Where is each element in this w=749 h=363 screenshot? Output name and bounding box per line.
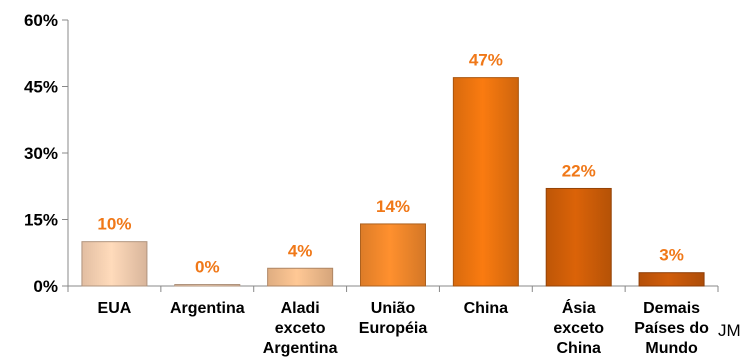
bar [545, 187, 612, 287]
y-tick-label: 45% [24, 78, 58, 97]
data-label: 3% [659, 246, 684, 265]
y-tick-label: 60% [24, 11, 58, 30]
x-tick-label: Argentina [170, 300, 245, 317]
x-tick-label: Aladi exceto Argentina [263, 300, 338, 357]
stray-text: JM [718, 321, 741, 340]
data-label: 22% [562, 161, 596, 180]
bar [267, 267, 334, 287]
x-tick-label: EUA [98, 300, 132, 317]
y-axis-ticks: 0% 15% 30% 45% 60% [24, 11, 68, 296]
data-label: 10% [97, 215, 131, 234]
x-tick-label: União Européia [359, 300, 428, 337]
data-label: 0% [195, 258, 220, 277]
x-axis-labels: EUA Argentina Aladi exceto Argentina União Eur… [98, 298, 710, 357]
y-tick-label: 15% [24, 211, 58, 230]
bar [638, 272, 705, 287]
data-label: 14% [376, 197, 410, 216]
y-tick-label: 0% [33, 277, 58, 296]
bar [452, 77, 519, 287]
bar [360, 223, 426, 287]
data-label: 47% [469, 51, 503, 70]
chart-bars [81, 77, 705, 287]
data-label: 4% [288, 241, 313, 260]
x-tick-label: Demais Países do Mundo [634, 300, 709, 357]
x-tick-label: Ásia exceto China [553, 298, 604, 357]
bar [81, 241, 148, 287]
data-labels: 10% 0% 4% 14% 47% 22% 3% [97, 51, 683, 277]
y-tick-label: 30% [24, 144, 58, 163]
x-tick-label: China [464, 300, 509, 317]
bar [174, 284, 241, 287]
